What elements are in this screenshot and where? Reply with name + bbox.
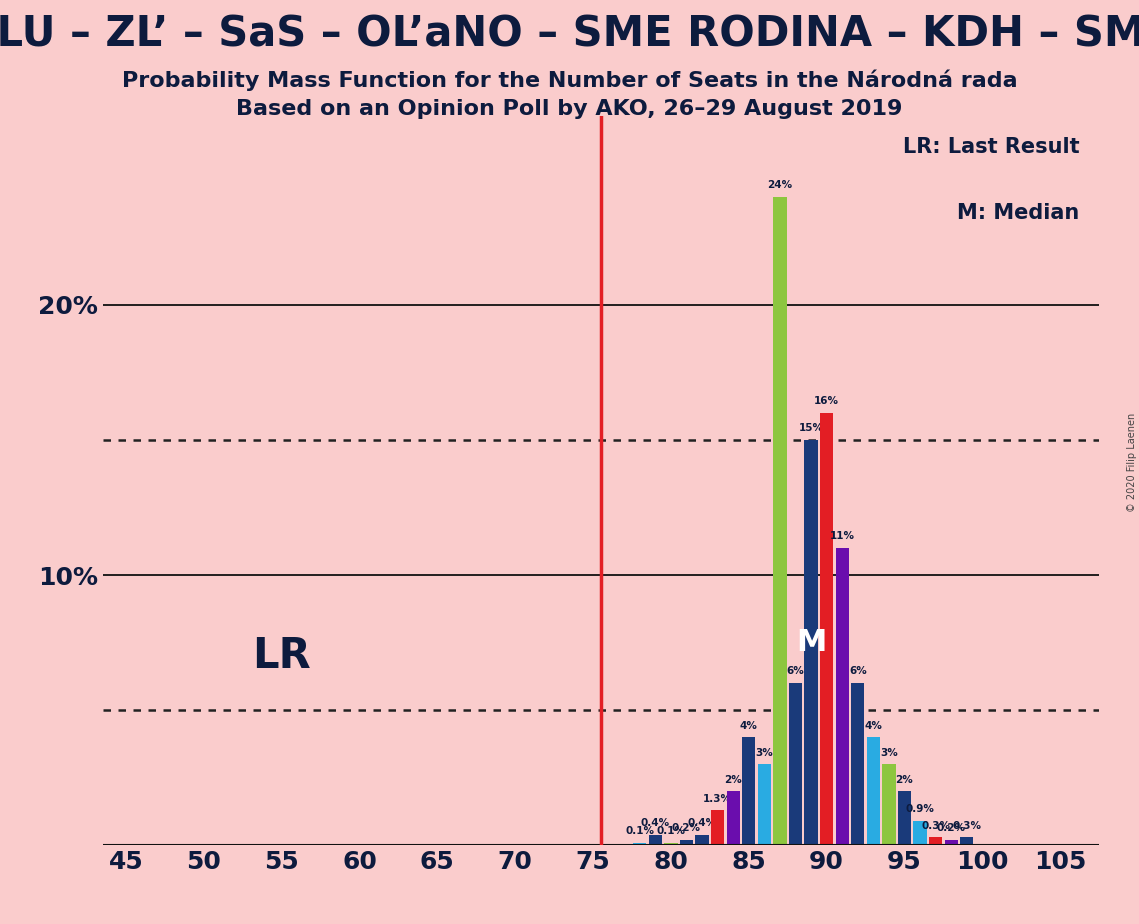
Text: M: Median: M: Median <box>957 203 1079 223</box>
Bar <box>789 683 802 845</box>
Text: 24%: 24% <box>768 180 793 189</box>
Bar <box>929 837 942 845</box>
Text: 15%: 15% <box>798 423 823 433</box>
Bar <box>711 810 724 845</box>
Bar <box>649 834 662 845</box>
Text: 0.2%: 0.2% <box>672 823 700 833</box>
Text: Based on an Opinion Poll by AKO, 26–29 August 2019: Based on an Opinion Poll by AKO, 26–29 A… <box>236 99 903 119</box>
Bar <box>696 834 708 845</box>
Bar <box>680 840 694 845</box>
Text: 6%: 6% <box>787 666 804 676</box>
Text: 0.1%: 0.1% <box>625 826 654 836</box>
Text: 0.9%: 0.9% <box>906 805 934 814</box>
Text: 2%: 2% <box>724 774 743 784</box>
Bar <box>960 837 974 845</box>
Text: 4%: 4% <box>865 721 883 731</box>
Text: 16%: 16% <box>814 396 839 407</box>
Text: © 2020 Filip Laenen: © 2020 Filip Laenen <box>1126 412 1137 512</box>
Bar <box>867 737 880 845</box>
Text: 3%: 3% <box>880 748 898 758</box>
Text: 6%: 6% <box>849 666 867 676</box>
Bar <box>944 840 958 845</box>
Text: 0.3%: 0.3% <box>952 821 982 831</box>
Bar <box>898 791 911 845</box>
Bar <box>820 413 834 845</box>
Bar <box>743 737 755 845</box>
Text: 11%: 11% <box>829 531 854 541</box>
Text: Probability Mass Function for the Number of Seats in the Národná rada: Probability Mass Function for the Number… <box>122 69 1017 91</box>
Text: 2%: 2% <box>895 774 913 784</box>
Text: 0.4%: 0.4% <box>688 818 716 828</box>
Bar <box>773 197 787 845</box>
Text: 1.3%: 1.3% <box>703 794 732 804</box>
Text: 0.4%: 0.4% <box>641 818 670 828</box>
Bar <box>633 843 646 845</box>
Text: LR: Last Result: LR: Last Result <box>902 138 1079 157</box>
Text: LR: LR <box>252 635 311 677</box>
Text: 0.1%: 0.1% <box>656 826 686 836</box>
Bar <box>913 821 927 845</box>
Text: M: M <box>796 628 826 657</box>
Bar <box>851 683 865 845</box>
Text: 0.2%: 0.2% <box>936 823 966 833</box>
Bar <box>664 843 678 845</box>
Bar <box>883 764 895 845</box>
Bar <box>836 548 849 845</box>
Text: OLU – ZL’ – SaS – OL’aNO – SME RODINA – KDH – SMK: OLU – ZL’ – SaS – OL’aNO – SME RODINA – … <box>0 14 1139 55</box>
Bar <box>804 440 818 845</box>
Bar <box>757 764 771 845</box>
Text: 0.3%: 0.3% <box>921 821 950 831</box>
Text: 3%: 3% <box>755 748 773 758</box>
Text: 4%: 4% <box>740 721 757 731</box>
Bar <box>727 791 740 845</box>
